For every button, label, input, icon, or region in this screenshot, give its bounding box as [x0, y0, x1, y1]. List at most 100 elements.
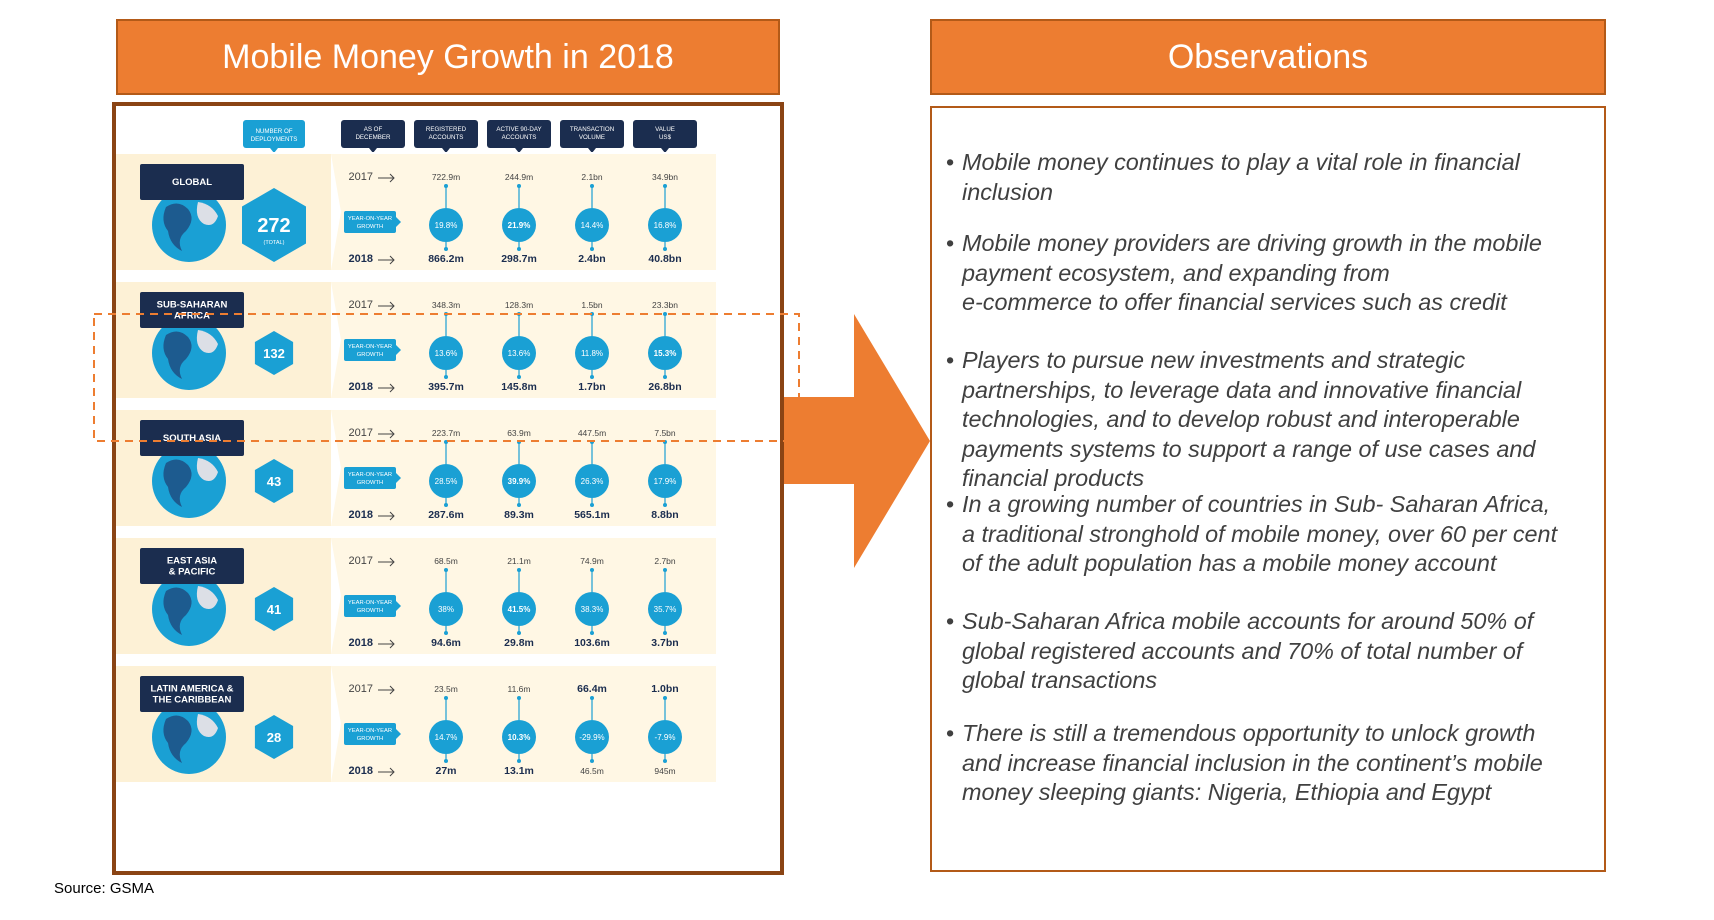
value-2018: 287.6m [428, 509, 464, 521]
connector-dot [590, 184, 594, 188]
year-2018-label: 2018 [349, 765, 373, 777]
growth-tag-text: GROWTH [357, 480, 383, 486]
growth-value: 16.8% [654, 221, 677, 230]
left-panel-title: Mobile Money Growth in 2018 [116, 19, 780, 95]
value-2017: 2.1bn [581, 172, 603, 182]
growth-circle [429, 208, 463, 242]
growth-tag-text: YEAR-ON-YEAR [348, 472, 392, 478]
connector-dot [517, 247, 521, 251]
connector-dot [444, 759, 448, 763]
growth-value: 39.9% [508, 477, 531, 486]
value-2017: 2.7bn [654, 556, 676, 566]
value-2017: 447.5m [578, 428, 606, 438]
column-header-text: VALUE [655, 126, 675, 133]
growth-value: 35.7% [654, 605, 677, 614]
connector-dot [590, 759, 594, 763]
bullet-icon: • [946, 491, 955, 517]
column-header-bg [633, 120, 697, 148]
growth-value: -7.9% [655, 733, 676, 742]
deployments-value: 28 [267, 730, 281, 745]
deployments-value: 43 [267, 474, 281, 489]
value-2018: 94.6m [431, 637, 461, 649]
growth-circle [429, 464, 463, 498]
connector-dot [444, 568, 448, 572]
column-header-bg [487, 120, 551, 148]
bullet-icon: • [946, 149, 955, 175]
region-name: SOUTH ASIA [163, 433, 221, 444]
continent-shape [163, 587, 192, 635]
column-header-pointer [588, 148, 596, 153]
connector-dot [663, 184, 667, 188]
continent-shape [196, 586, 218, 609]
column-header-text: ACTIVE 90-DAY [496, 126, 541, 133]
growth-circle [502, 336, 536, 370]
growth-value: 11.8% [581, 349, 603, 358]
region-row: EAST ASIA& PACIFIC 41 2017 2018 YEAR-ON-YEAR… [116, 536, 780, 656]
column-header-bg [560, 120, 624, 148]
growth-tag-pointer [396, 729, 401, 739]
growth-tag-text: YEAR-ON-YEAR [348, 216, 392, 222]
growth-value: 26.3% [581, 477, 604, 486]
connector-dot [444, 375, 448, 379]
connector-dot [517, 568, 521, 572]
region-name: AFRICA [174, 311, 210, 322]
continent-shape [196, 330, 218, 353]
growth-circle [648, 336, 682, 370]
observation-text: In a growing number of countries in Sub-… [962, 491, 1558, 576]
growth-tag-text: YEAR-ON-YEAR [348, 600, 392, 606]
observation-item: • Mobile money continues to play a vital … [946, 148, 1596, 207]
connector-dot [663, 568, 667, 572]
arrow-icon [378, 639, 395, 649]
year-2017-label: 2017 [349, 555, 373, 567]
source-note: Source: GSMA [54, 880, 155, 897]
column-header-bg [414, 120, 478, 148]
year-2017-label: 2017 [349, 299, 373, 311]
column-header-text: ACCOUNTS [429, 134, 464, 141]
year-2017-label: 2017 [349, 171, 373, 183]
as-of-header-bg [341, 120, 405, 148]
as-of-header-text: DECEMBER [355, 134, 391, 141]
column-header-pointer [661, 148, 669, 153]
arrow-icon [378, 429, 395, 439]
value-2017: 63.9m [507, 428, 531, 438]
continent-shape [163, 331, 192, 379]
value-2018: 395.7m [428, 381, 464, 393]
connector-dot [663, 631, 667, 635]
value-2018: 3.7bn [651, 637, 678, 649]
continent-shape [163, 459, 192, 507]
column-header-text: TRANSACTION [570, 126, 614, 133]
deployments-value: 132 [263, 346, 285, 361]
growth-circle [502, 720, 536, 754]
connector-dot [517, 184, 521, 188]
growth-circle [648, 208, 682, 242]
growth-circle [429, 592, 463, 626]
value-2018: 29.8m [504, 637, 534, 649]
connector-dot [517, 696, 521, 700]
continent-shape [196, 202, 218, 225]
growth-circle [575, 208, 609, 242]
growth-circle [429, 336, 463, 370]
growth-tag-text: YEAR-ON-YEAR [348, 728, 392, 734]
growth-value: -29.9% [579, 733, 604, 742]
growth-circle [502, 464, 536, 498]
value-2017: 23.5m [434, 684, 458, 694]
growth-value: 13.6% [435, 349, 458, 358]
value-2018: 89.3m [504, 509, 534, 521]
connector-dot [590, 247, 594, 251]
value-2017: 223.7m [432, 428, 460, 438]
column-header-pointer [442, 148, 450, 153]
column-header-pointer [515, 148, 523, 153]
region-row: SOUTH ASIA 43 2017 2018 YEAR-ON-YEAR GROWTH 22… [116, 408, 780, 528]
value-2018: 8.8bn [651, 509, 678, 521]
continent-shape [163, 715, 192, 763]
value-2018: 866.2m [428, 253, 464, 265]
continent-shape [163, 203, 192, 251]
column-header-text: VOLUME [579, 134, 605, 141]
observation-item: • Mobile money providers are driving grow… [946, 229, 1596, 318]
growth-tag-pointer [396, 345, 401, 355]
region-name: EAST ASIA [167, 556, 217, 567]
growth-value: 21.9% [508, 221, 531, 230]
value-2018: 565.1m [574, 509, 610, 521]
connector-dot [590, 503, 594, 507]
growth-circle [648, 592, 682, 626]
